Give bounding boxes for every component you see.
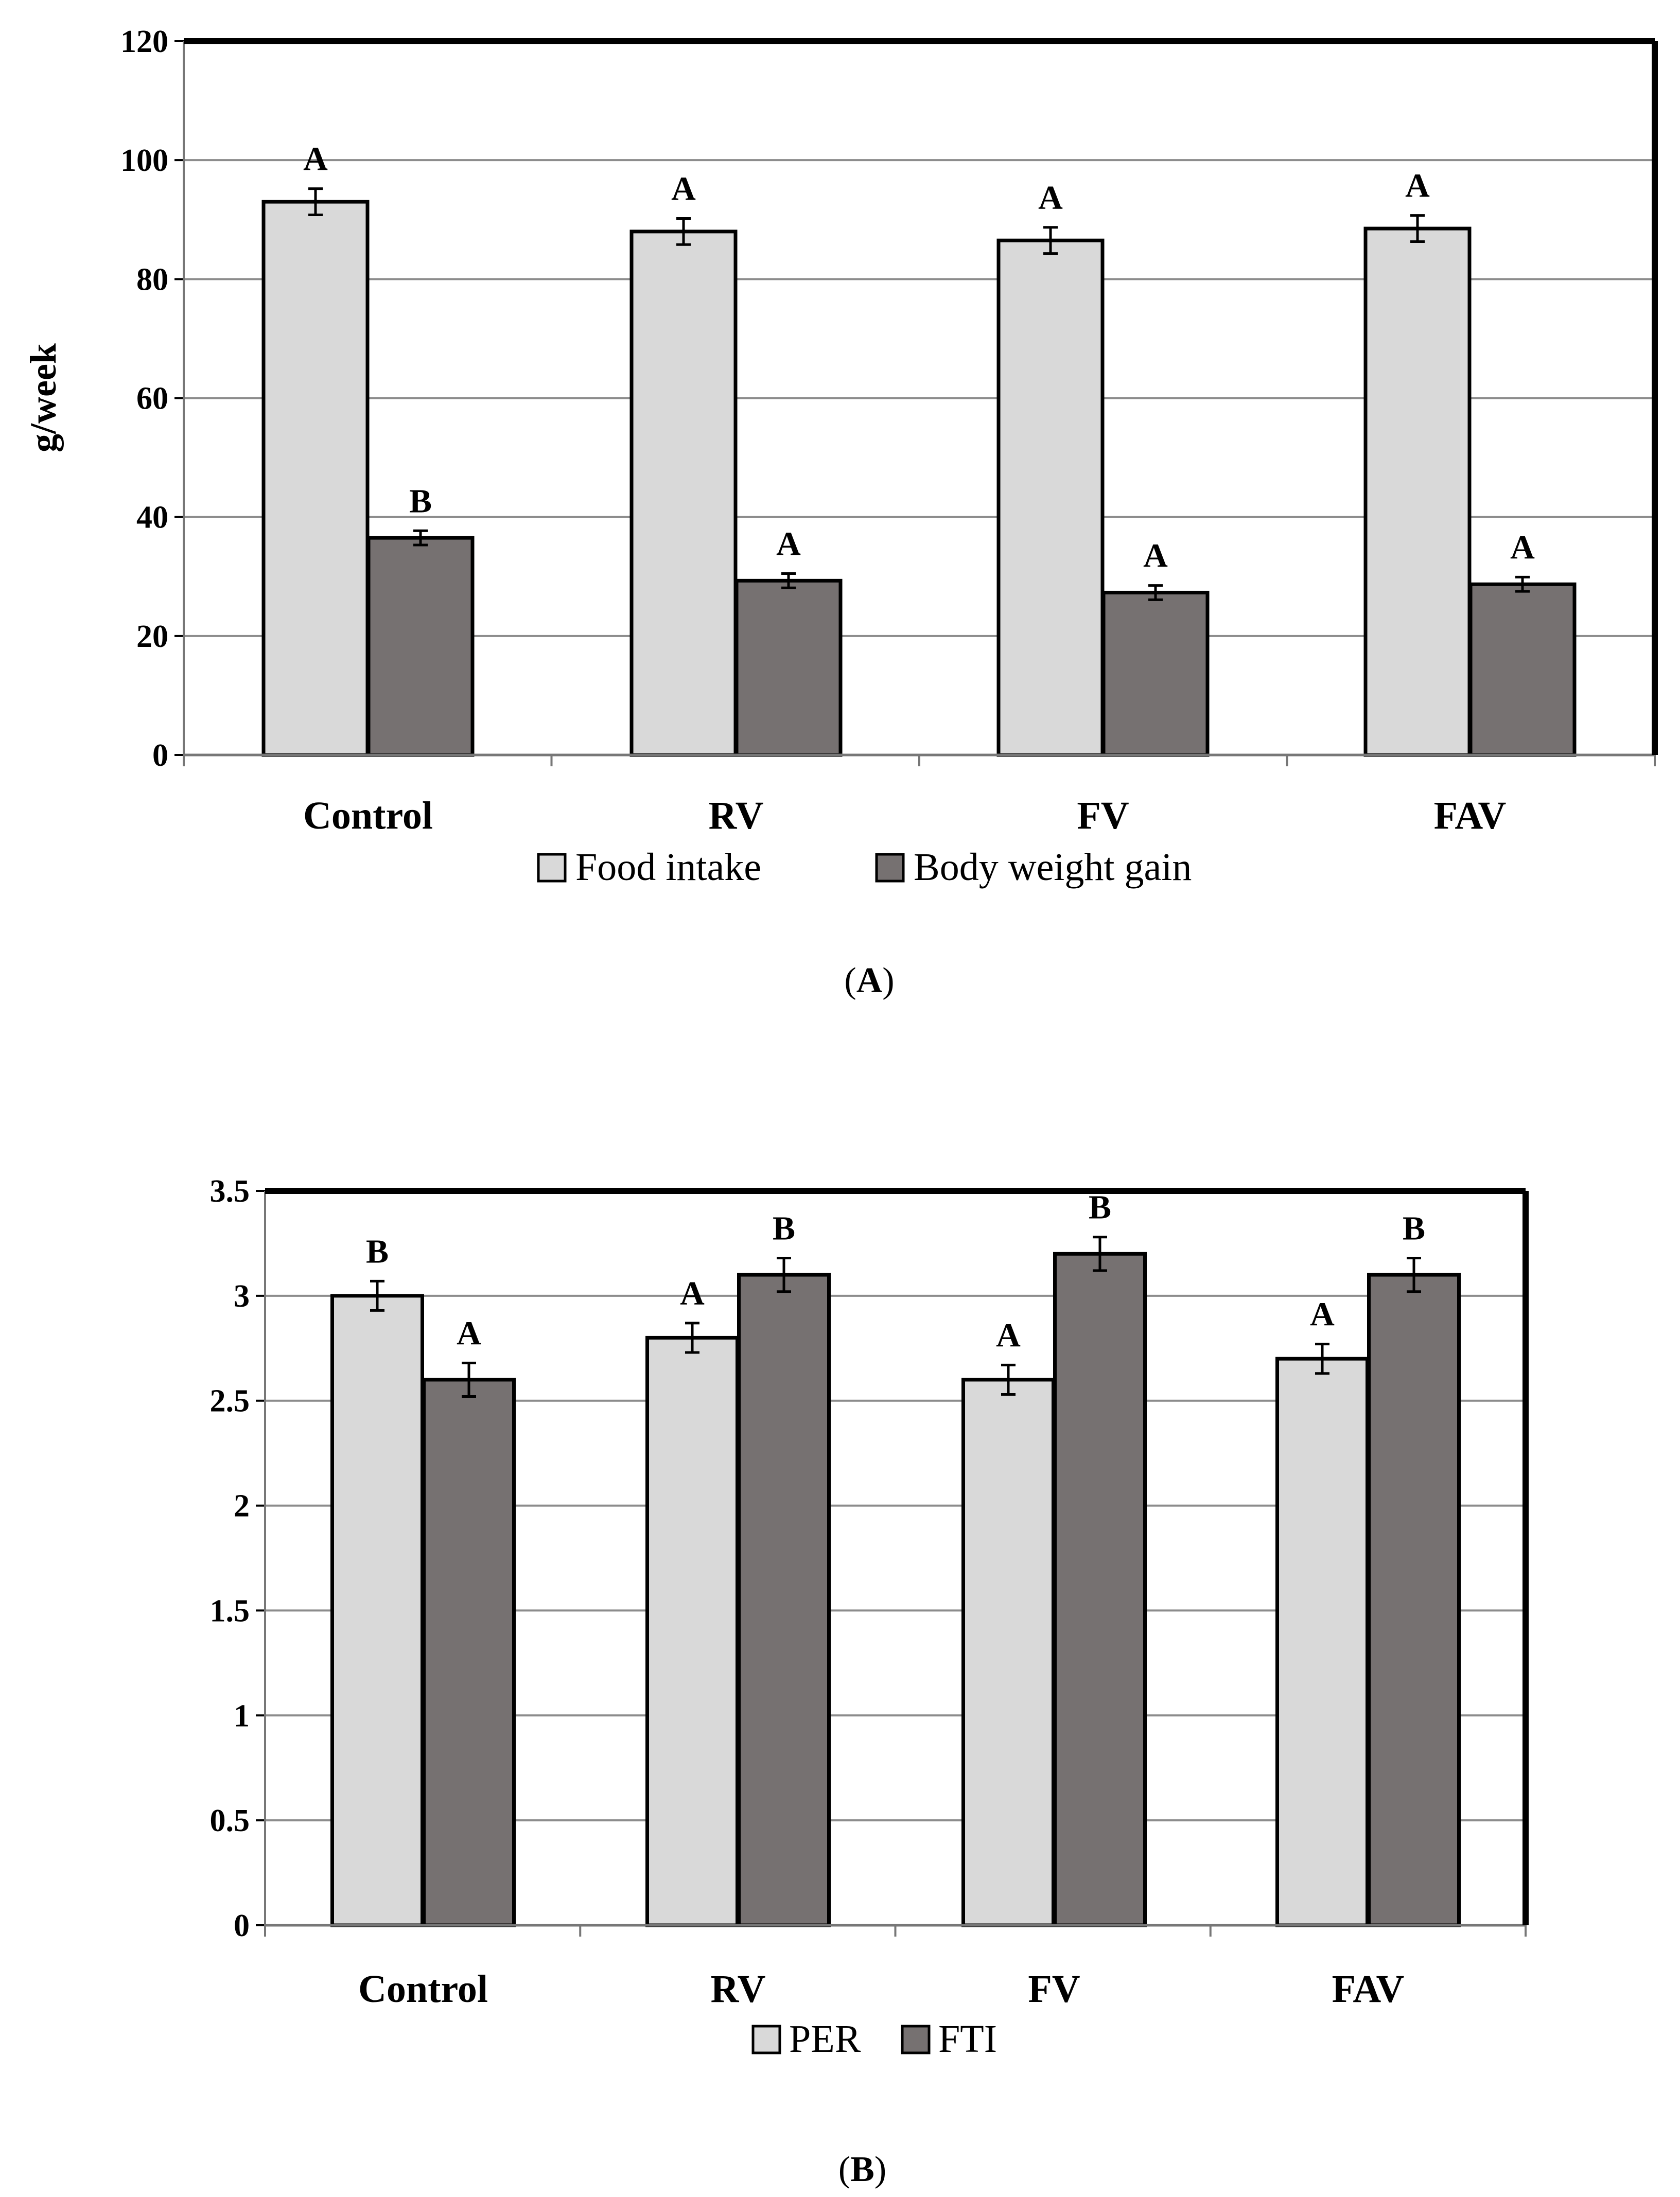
y-tick-label: 100 xyxy=(120,143,168,178)
significance-letter: A xyxy=(1405,167,1430,205)
panel-label: (A) xyxy=(844,961,894,1000)
legend-label: Food intake xyxy=(575,846,761,889)
legend-swatch-body-weight-gain xyxy=(875,853,905,883)
legend-label: FTI xyxy=(938,2017,997,2061)
y-tick-label: 20 xyxy=(136,619,168,654)
bar-food-intake-control xyxy=(261,200,370,757)
legend-label: Body weight gain xyxy=(914,846,1192,889)
bar-fti-fav xyxy=(1367,1273,1461,1927)
bar-body-weight-gain-control xyxy=(366,536,475,757)
significance-letter: A xyxy=(1510,529,1535,566)
bar-body-weight-gain-rv xyxy=(734,578,843,757)
legend-swatch-per xyxy=(751,2025,781,2054)
significance-letter: A xyxy=(1143,537,1168,575)
y-tick-label: 0 xyxy=(234,1908,250,1943)
y-tick-label: 2.5 xyxy=(210,1384,250,1419)
bar-per-fav xyxy=(1275,1357,1369,1927)
x-category-label: RV xyxy=(708,794,763,837)
significance-letter: A xyxy=(303,140,328,178)
bar-per-rv xyxy=(645,1335,739,1927)
x-category-label: FV xyxy=(1077,794,1129,837)
bar-fti-rv xyxy=(737,1273,831,1927)
bar-fti-fv xyxy=(1053,1252,1147,1927)
significance-letter: A xyxy=(776,525,801,563)
significance-letter: B xyxy=(1403,1209,1425,1247)
bar-body-weight-gain-fav xyxy=(1468,582,1577,757)
x-category-label: FAV xyxy=(1332,1967,1405,2011)
significance-letter: B xyxy=(773,1209,795,1247)
y-tick-label: 1.5 xyxy=(210,1593,250,1628)
x-category-label: FV xyxy=(1028,1967,1080,2011)
bar-food-intake-fav xyxy=(1363,226,1472,757)
y-tick-label: 120 xyxy=(120,24,168,59)
chart-panel-a: 0 20 40 60 80 100 120 A B Control A A RV A A FV A A FAV g/w… xyxy=(23,24,1658,1000)
bar-body-weight-gain-fv xyxy=(1101,590,1210,757)
significance-letter: A xyxy=(671,170,696,207)
bar-per-fv xyxy=(961,1378,1055,1927)
significance-letter: B xyxy=(1089,1189,1111,1226)
y-tick-label: 1 xyxy=(234,1698,250,1733)
significance-letter: A xyxy=(457,1314,481,1352)
significance-letter: B xyxy=(366,1233,389,1270)
significance-letter: A xyxy=(680,1275,705,1312)
bar-fti-control xyxy=(422,1378,516,1927)
legend-swatch-food-intake xyxy=(537,853,567,883)
y-tick-label: 3 xyxy=(234,1279,250,1314)
x-category-label: RV xyxy=(710,1967,765,2011)
y-tick-label: 2 xyxy=(234,1489,250,1524)
y-tick-label: 3.5 xyxy=(210,1174,250,1209)
y-tick-label: 0.5 xyxy=(210,1803,250,1838)
significance-letter: B xyxy=(409,482,432,520)
legend-label: PER xyxy=(789,2017,861,2061)
x-category-label: Control xyxy=(303,794,433,837)
bar-per-control xyxy=(330,1294,424,1927)
y-tick-label: 0 xyxy=(152,738,168,773)
y-tick-label: 80 xyxy=(136,262,168,297)
bar-food-intake-fv xyxy=(996,238,1105,757)
x-category-label: FAV xyxy=(1434,794,1507,837)
significance-letter: A xyxy=(1038,179,1063,217)
panel-label: (B) xyxy=(838,2150,886,2189)
y-tick-label: 40 xyxy=(136,500,168,535)
chart-panel-b: 0 0.5 1 1.5 2 2.5 3 3.5 B A Control A B RV A B FV A B FAV PE… xyxy=(210,1174,1529,2189)
significance-letter: A xyxy=(1310,1296,1335,1333)
bar-food-intake-rv xyxy=(629,230,738,757)
legend-swatch-fti xyxy=(901,2025,931,2054)
x-category-label: Control xyxy=(358,1967,488,2011)
significance-letter: A xyxy=(996,1316,1021,1354)
y-tick-label: 60 xyxy=(136,381,168,416)
y-axis-title: g/week xyxy=(23,343,64,452)
